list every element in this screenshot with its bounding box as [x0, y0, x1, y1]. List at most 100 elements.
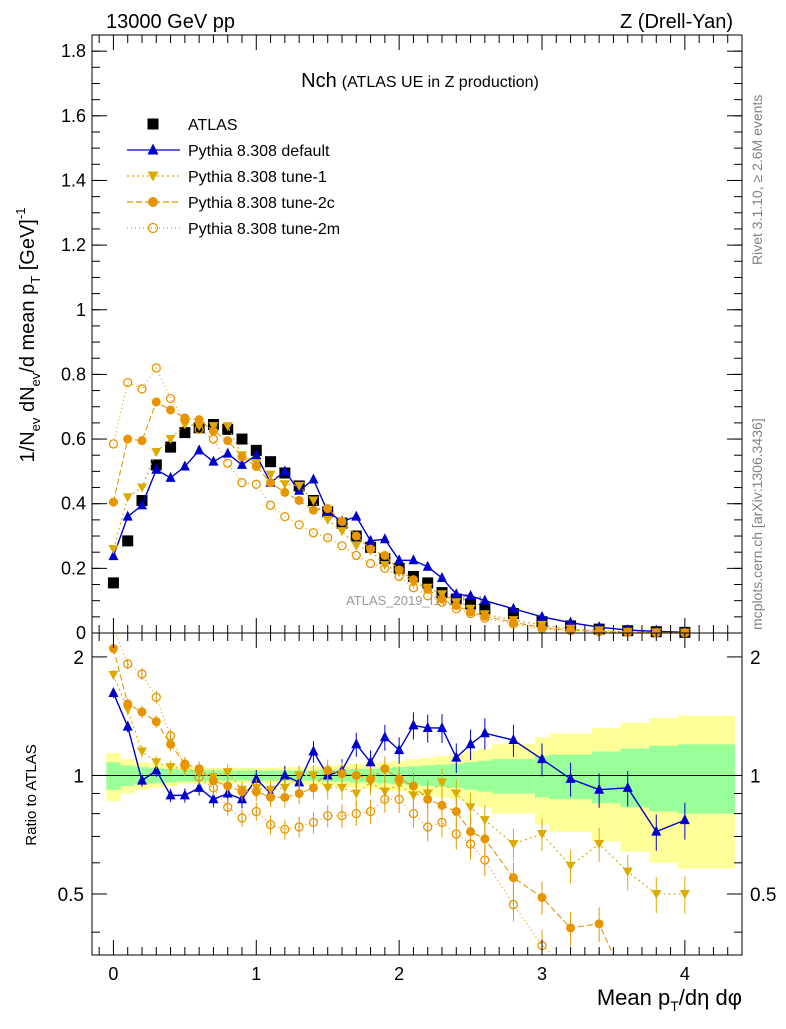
data-point: [594, 626, 604, 636]
data-point: [151, 363, 161, 373]
ratio-point: [437, 817, 447, 828]
data-point: [437, 597, 447, 607]
data-point: [237, 452, 247, 462]
ratio-point: [165, 731, 176, 741]
y-tick-label: 0.4: [61, 494, 86, 514]
data-point: [279, 480, 290, 490]
data-point: [137, 436, 147, 446]
data-point: [123, 377, 133, 388]
data-point: [379, 561, 390, 571]
data-point: [151, 397, 161, 407]
data-point: [451, 601, 461, 611]
data-point: [223, 458, 233, 468]
legend: ATLAS Pythia 8.308 default Pythia 8.308 tu…: [127, 117, 340, 238]
data-point: [380, 563, 390, 574]
ratio-point: [137, 707, 147, 717]
data-point: [351, 510, 362, 521]
ratio-point: [251, 772, 262, 783]
main-y-axis-label: 1/Nev dNev/d mean pT [GeV]-1: [13, 208, 43, 463]
data-point: [237, 478, 247, 488]
ratio-point: [567, 966, 575, 974]
ratio-tick-label: 2: [73, 648, 84, 669]
ratio-point: [108, 644, 118, 654]
rivet-version-label: Rivet 3.1.10, ≥ 2.6M events: [749, 95, 765, 265]
data-point: [123, 434, 133, 444]
ratio-x-axis: 0 1 2 3 4: [98, 633, 729, 984]
data-point: [222, 422, 233, 432]
ratio-point: [279, 769, 290, 780]
data-point: [194, 415, 204, 425]
data-point: [266, 478, 276, 488]
data-point: [337, 541, 347, 551]
main-panel: 0 0.2 0.4 0.6 0.8 1 1.2 1.4 1.6 1.8 ATLAS_2019_I1…: [13, 34, 743, 643]
data-point: [180, 415, 190, 425]
ratio-point: [294, 788, 304, 798]
ratio-point: [537, 753, 547, 764]
ratio-point: [151, 764, 162, 775]
ratio-point: [323, 765, 333, 775]
ratio-tick-label: 0.5: [58, 885, 84, 906]
data-point: [408, 575, 418, 585]
data-point: [351, 531, 361, 541]
ratio-tick-label-right: 0.5: [750, 885, 776, 906]
data-point: [280, 487, 290, 497]
data-point: [422, 560, 433, 571]
data-point: [265, 456, 277, 468]
data-point: [208, 434, 219, 444]
ratio-point: [122, 720, 133, 731]
ratio-point: [223, 781, 233, 791]
ratio-point: [108, 686, 119, 697]
ratio-point: [137, 774, 147, 785]
ratio-point: [622, 781, 633, 792]
ratio-point: [595, 961, 603, 969]
data-point: [308, 528, 319, 538]
data-point: [337, 516, 347, 526]
data-point: [294, 495, 304, 505]
ratio-point: [223, 802, 233, 812]
ratio-point: [308, 745, 319, 756]
ratio-point: [308, 771, 319, 781]
legend-label: Pythia 8.308 tune-1: [188, 169, 327, 186]
data-point: [437, 572, 447, 583]
data-point: [408, 583, 419, 593]
plot-title-main: Nch: [301, 70, 337, 92]
data-point: [165, 441, 177, 453]
ratio-point: [451, 806, 461, 816]
data-point: [122, 535, 134, 547]
xlabel-main: Mean p: [597, 985, 670, 1010]
legend-marker: [147, 143, 159, 155]
data-point: [194, 422, 205, 432]
data-point: [465, 589, 476, 600]
data-point: [351, 550, 361, 561]
y-tick-label: 0: [76, 623, 86, 643]
rivet-events: ≥ 2.6M events: [749, 95, 765, 183]
data-point: [422, 577, 434, 589]
y-tick-label: 1.2: [61, 235, 86, 255]
ratio-point: [294, 822, 304, 832]
legend-marker: [147, 222, 159, 234]
ratio-point: [451, 829, 461, 839]
ratio-point: [508, 873, 518, 883]
ratio-point: [394, 744, 405, 755]
ratio-point: [351, 808, 361, 819]
data-point: [165, 471, 176, 482]
data-point: [279, 465, 290, 476]
data-point: [465, 608, 476, 619]
ylabel-sub3: T: [28, 276, 43, 284]
data-point: [451, 604, 461, 614]
green-band-bin: [492, 759, 535, 794]
ratio-point: [422, 721, 433, 732]
legend-label: Pythia 8.308 default: [188, 143, 330, 160]
y-tick-label: 1.6: [61, 106, 86, 126]
ratio-point: [265, 820, 276, 830]
ratio-point: [165, 763, 176, 773]
data-point: [208, 426, 218, 436]
ratio-point: [194, 764, 204, 774]
green-band-bin: [534, 756, 550, 798]
ratio-point: [308, 817, 319, 828]
data-point: [366, 544, 376, 554]
ratio-point: [208, 793, 219, 804]
green-band-bin: [677, 744, 735, 814]
data-point: [323, 504, 333, 514]
